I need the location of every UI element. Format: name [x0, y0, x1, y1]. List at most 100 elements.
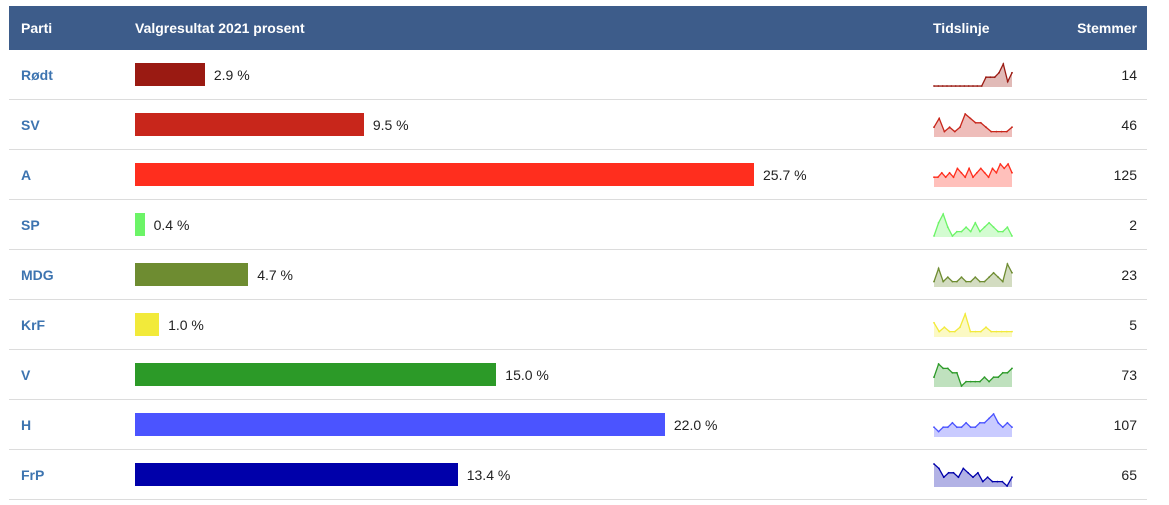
- sparkline-point: [960, 385, 963, 387]
- sparkline-point: [979, 280, 981, 283]
- header-result[interactable]: Valgresultat 2021 prosent: [135, 20, 305, 36]
- sparkline-point: [996, 480, 999, 483]
- sparkline-area: [934, 114, 1012, 137]
- sparkline-point: [992, 413, 995, 415]
- sparkline-point: [1001, 280, 1004, 283]
- result-bar: [135, 213, 145, 236]
- result-bar: [135, 63, 205, 86]
- sparkline-point: [967, 85, 970, 87]
- sparkline-point: [942, 476, 945, 479]
- sparkline-point: [951, 421, 954, 424]
- sparkline-point: [1011, 330, 1013, 333]
- sparkline-point: [944, 176, 947, 179]
- sparkline-point: [985, 76, 987, 79]
- party-link[interactable]: H: [21, 417, 32, 433]
- sparkline-point: [972, 176, 974, 179]
- sparkline-point: [976, 171, 978, 174]
- votes-count: 5: [1129, 317, 1137, 333]
- sparkline-point: [1011, 426, 1013, 429]
- sparkline-point: [983, 280, 986, 283]
- sparkline-point: [988, 276, 990, 279]
- sparkline-point: [988, 221, 990, 224]
- sparkline-point: [954, 85, 957, 87]
- timeline-sparkline: [933, 412, 1013, 437]
- header-timeline: Tidslinje: [933, 20, 990, 36]
- sparkline-point: [995, 171, 998, 174]
- sparkline-point: [937, 176, 939, 179]
- header-votes[interactable]: Stemmer: [1077, 20, 1137, 36]
- sparkline-line: [933, 262, 1013, 283]
- sparkline-point: [997, 376, 1000, 379]
- sparkline-point: [964, 313, 967, 315]
- sparkline-point: [991, 167, 994, 170]
- timeline-sparkline: [933, 62, 1013, 87]
- sparkline-point: [974, 426, 977, 429]
- sparkline-point: [990, 130, 993, 133]
- sparkline-point: [979, 230, 981, 233]
- sparkline-point: [992, 271, 995, 274]
- table-row: FrP 13.4 % 65: [9, 450, 1147, 500]
- sparkline-line: [933, 312, 1012, 333]
- votes-count: 14: [1121, 67, 1137, 83]
- sparkline-point: [933, 176, 935, 179]
- result-percent-label: 0.4 %: [153, 217, 190, 233]
- party-link[interactable]: SV: [21, 117, 40, 133]
- sparkline-area: [934, 314, 1012, 337]
- sparkline-point: [953, 330, 956, 333]
- sparkline-point: [951, 280, 954, 283]
- sparkline-point: [979, 380, 981, 383]
- party-link[interactable]: KrF: [21, 317, 46, 333]
- sparkline-point: [980, 85, 983, 87]
- result-bar: [135, 113, 364, 136]
- result-bar: [135, 163, 754, 186]
- result-percent-label: 4.7 %: [257, 267, 293, 283]
- sparkline-point: [1011, 476, 1013, 479]
- result-percent-label: 13.4 %: [466, 467, 511, 483]
- sparkline-point: [1006, 226, 1009, 229]
- sparkline-point: [963, 85, 966, 87]
- sparkline-point: [969, 230, 972, 233]
- sparkline-point: [990, 330, 993, 333]
- party-link[interactable]: A: [21, 167, 32, 183]
- party-link[interactable]: Rødt: [21, 67, 53, 83]
- sparkline-point: [946, 226, 949, 229]
- result-bar: [135, 413, 665, 436]
- sparkline-point: [960, 426, 963, 429]
- sparkline-point: [937, 430, 940, 433]
- sparkline-point: [997, 421, 1000, 424]
- table-row: SV 9.5 % 46: [9, 100, 1147, 150]
- sparkline-point: [937, 267, 940, 270]
- sparkline-point: [974, 276, 977, 279]
- result-percent-label: 22.0 %: [673, 417, 718, 433]
- sparkline-point: [938, 330, 941, 333]
- sparkline-point: [969, 280, 972, 283]
- sparkline-point: [987, 176, 990, 179]
- sparkline-point: [1006, 421, 1009, 424]
- sparkline-point: [965, 380, 967, 383]
- sparkline-point: [981, 480, 984, 483]
- votes-count: 73: [1121, 367, 1137, 383]
- sparkline-area: [934, 164, 1012, 187]
- party-link[interactable]: MDG: [21, 267, 54, 283]
- sparkline-point: [974, 121, 977, 124]
- sparkline-point: [937, 221, 940, 224]
- sparkline-point: [999, 163, 1002, 165]
- sparkline-point: [983, 421, 986, 424]
- sparkline-point: [948, 171, 951, 174]
- sparkline-point: [979, 330, 982, 333]
- header-party[interactable]: Parti: [21, 20, 53, 36]
- sparkline-point: [942, 280, 945, 283]
- sparkline-point: [965, 226, 967, 229]
- result-bar: [135, 263, 249, 286]
- sparkline-area: [934, 264, 1012, 287]
- sparkline-point: [946, 276, 949, 279]
- party-link[interactable]: SP: [21, 217, 40, 233]
- sparkline-point: [979, 421, 981, 424]
- sparkline-point: [974, 380, 977, 383]
- party-link[interactable]: FrP: [21, 467, 45, 483]
- sparkline-point: [946, 367, 949, 370]
- sparkline-point: [969, 380, 972, 383]
- sparkline-point: [979, 167, 982, 170]
- sparkline-point: [956, 280, 958, 283]
- party-link[interactable]: V: [21, 367, 31, 383]
